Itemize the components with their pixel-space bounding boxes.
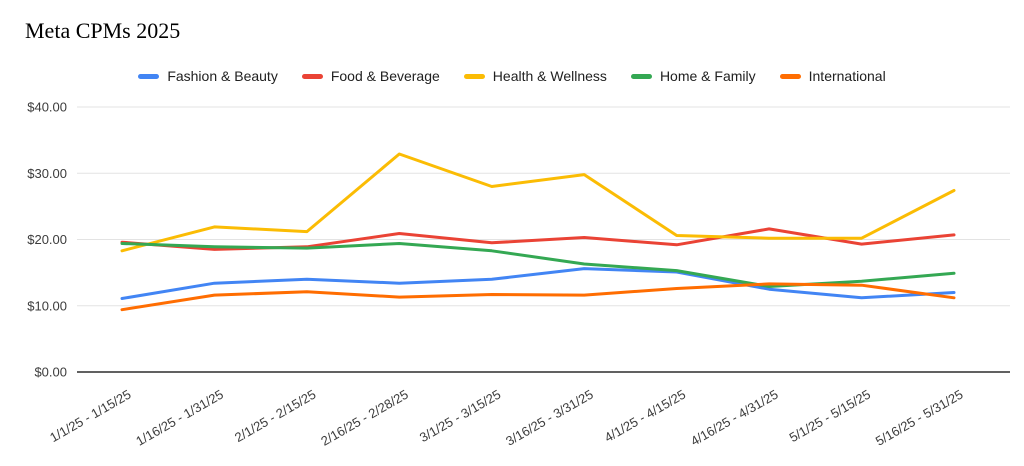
y-tick-label: $30.00: [27, 166, 67, 181]
legend-label: Health & Wellness: [492, 68, 607, 84]
legend-label: Food & Beverage: [330, 68, 440, 84]
legend-item-food-beverage[interactable]: Food & Beverage: [301, 68, 440, 84]
legend-swatch-health-wellness: [463, 73, 485, 79]
legend-swatch-food-beverage: [301, 73, 323, 79]
legend-item-fashion-beauty[interactable]: Fashion & Beauty: [138, 68, 278, 84]
x-tick-label: 4/16/25 - 4/31/25: [688, 387, 781, 449]
chart-legend: Fashion & Beauty Food & Beverage Health & …: [0, 68, 1024, 84]
legend-label: Home & Family: [659, 68, 756, 84]
x-tick-label: 2/16/25 - 2/28/25: [318, 387, 411, 449]
x-tick-label: 3/1/25 - 3/15/25: [417, 387, 503, 446]
legend-item-health-wellness[interactable]: Health & Wellness: [463, 68, 607, 84]
legend-label: Fashion & Beauty: [167, 68, 278, 84]
legend-label: International: [808, 68, 886, 84]
x-tick-label: 1/1/25 - 1/15/25: [47, 387, 133, 446]
y-tick-label: $40.00: [27, 100, 67, 115]
series-line-international[interactable]: [120, 282, 956, 312]
chart-title: Meta CPMs 2025: [25, 18, 181, 43]
legend-swatch-fashion-beauty: [138, 73, 160, 79]
x-tick-label: 5/16/25 - 5/31/25: [873, 387, 966, 449]
x-tick-label: 3/16/25 - 3/31/25: [503, 387, 596, 449]
legend-item-home-family[interactable]: Home & Family: [630, 68, 756, 84]
legend-swatch-home-family: [630, 73, 652, 79]
y-tick-label: $0.00: [34, 365, 67, 380]
y-tick-label: $10.00: [27, 298, 67, 313]
x-tick-label: 4/1/25 - 4/15/25: [602, 387, 688, 446]
x-tick-label: 5/1/25 - 5/15/25: [787, 387, 873, 446]
x-tick-label: 2/1/25 - 2/15/25: [232, 387, 318, 446]
y-tick-label: $20.00: [27, 232, 67, 247]
legend-swatch-international: [779, 73, 801, 79]
x-tick-label: 1/16/25 - 1/31/25: [133, 387, 226, 449]
series-line-health-wellness[interactable]: [120, 152, 956, 253]
series-line-fashion-beauty[interactable]: [120, 267, 956, 300]
legend-item-international[interactable]: International: [779, 68, 886, 84]
